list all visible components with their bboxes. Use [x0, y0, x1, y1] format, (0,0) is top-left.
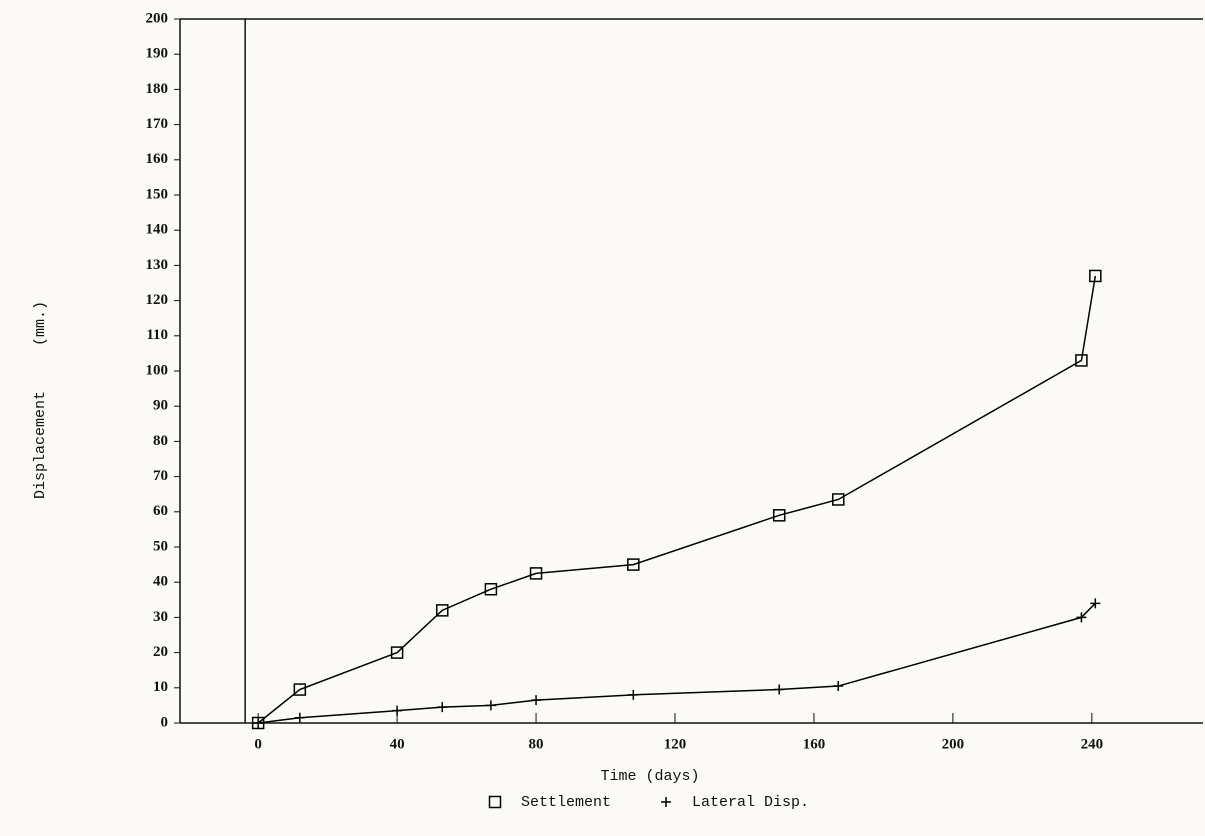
- y-tick-label: 110: [146, 327, 168, 343]
- y-tick-label: 160: [146, 151, 169, 167]
- x-tick-label: 0: [254, 736, 262, 752]
- y-tick-label: 90: [153, 398, 168, 414]
- y-tick-label: 10: [153, 679, 168, 695]
- legend-marker: [488, 795, 502, 809]
- point-marker: [392, 705, 403, 716]
- y-tick-label: 190: [146, 46, 169, 62]
- y-tick-label: 180: [146, 81, 169, 97]
- y-tick-label: 200: [146, 10, 169, 26]
- point-marker: [774, 684, 785, 695]
- y-tick-label: 130: [146, 257, 169, 273]
- point-marker: [390, 646, 404, 659]
- legend-label: Settlement: [521, 794, 611, 811]
- y-tick-label: 120: [146, 292, 169, 308]
- point-marker: [294, 712, 305, 723]
- point-marker: [628, 689, 639, 700]
- point-marker: [832, 493, 845, 506]
- y-tick-label: 60: [153, 503, 168, 519]
- y-tick-label: 170: [146, 116, 169, 132]
- y-tick-label: 40: [153, 574, 168, 590]
- point-marker: [833, 681, 844, 692]
- y-tick-label: 20: [153, 644, 168, 660]
- point-marker: [293, 683, 307, 696]
- point-marker: [485, 700, 496, 711]
- y-tick-label: 50: [153, 538, 168, 554]
- point-marker: [1090, 598, 1101, 609]
- series-line: [257, 275, 1097, 724]
- x-tick-label: 160: [803, 736, 826, 752]
- point-marker: [1075, 354, 1088, 367]
- x-tick-label: 200: [942, 736, 965, 752]
- point-marker: [1076, 612, 1087, 623]
- x-axis-label: Time (days): [600, 768, 699, 785]
- y-tick-label: 140: [146, 222, 169, 238]
- series-line: [258, 602, 1096, 724]
- y-tick-label: 80: [153, 433, 168, 449]
- point-marker: [253, 718, 264, 728]
- point-marker: [627, 558, 640, 571]
- x-tick-label: 240: [1081, 736, 1104, 752]
- legend-marker: [661, 797, 672, 807]
- y-tick-label: 0: [161, 714, 169, 730]
- y-axis-label: Displacement (mm.): [32, 301, 49, 499]
- point-marker: [772, 509, 786, 522]
- x-tick-label: 120: [664, 736, 687, 752]
- point-marker: [437, 702, 448, 713]
- point-marker: [531, 695, 542, 706]
- y-tick-label: 70: [153, 468, 168, 484]
- point-marker: [529, 567, 543, 580]
- x-tick-label: 40: [390, 736, 405, 752]
- y-tick-label: 150: [146, 186, 169, 202]
- point-marker: [1089, 269, 1102, 283]
- x-tick-label: 80: [529, 736, 544, 752]
- legend-label: Lateral Disp.: [692, 794, 809, 811]
- y-tick-label: 100: [146, 362, 169, 378]
- point-marker: [484, 582, 498, 596]
- point-marker: [436, 604, 449, 617]
- y-tick-label: 30: [153, 609, 168, 625]
